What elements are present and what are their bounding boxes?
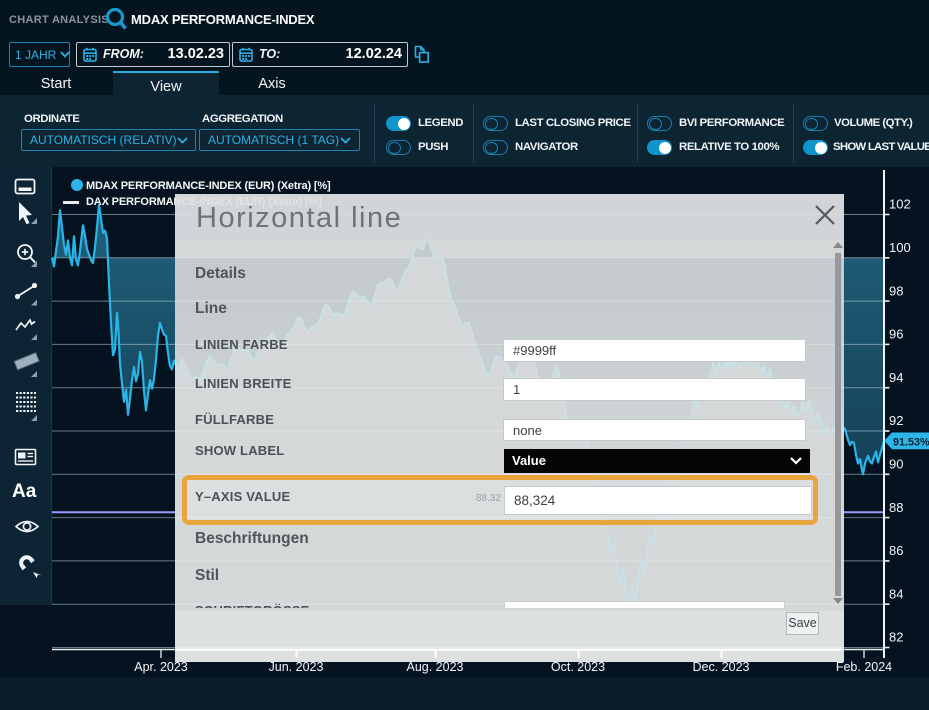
svg-text:Feb. 2024: Feb. 2024 — [836, 660, 892, 674]
svg-text:Oct. 2023: Oct. 2023 — [551, 660, 605, 674]
svg-text:94: 94 — [889, 370, 903, 385]
svg-text:84: 84 — [889, 586, 903, 601]
svg-text:92: 92 — [889, 413, 903, 428]
svg-text:82: 82 — [889, 630, 903, 645]
svg-text:88: 88 — [889, 500, 903, 515]
svg-text:90: 90 — [889, 457, 903, 472]
svg-text:98: 98 — [889, 283, 903, 298]
svg-text:96: 96 — [889, 327, 903, 342]
svg-text:91.53%: 91.53% — [893, 436, 929, 448]
svg-text:Dec. 2023: Dec. 2023 — [693, 660, 750, 674]
svg-text:86: 86 — [889, 543, 903, 558]
svg-text:102: 102 — [889, 197, 911, 212]
svg-text:Jun. 2023: Jun. 2023 — [269, 660, 324, 674]
svg-text:Apr. 2023: Apr. 2023 — [134, 660, 188, 674]
svg-text:Aug. 2023: Aug. 2023 — [407, 660, 464, 674]
svg-text:100: 100 — [889, 240, 911, 255]
